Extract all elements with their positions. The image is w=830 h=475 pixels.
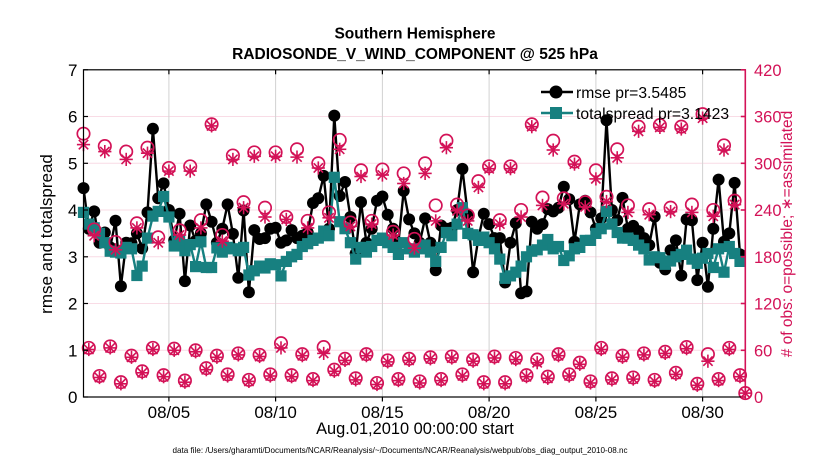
svg-text:rmse pr=3.5485: rmse pr=3.5485 bbox=[576, 85, 687, 102]
svg-text:08/15: 08/15 bbox=[361, 403, 404, 422]
svg-text:08/25: 08/25 bbox=[575, 403, 618, 422]
svg-text:totalspread pr=3.1423: totalspread pr=3.1423 bbox=[576, 106, 729, 123]
svg-text:4: 4 bbox=[68, 201, 77, 220]
svg-text:0: 0 bbox=[68, 388, 77, 407]
svg-text:rmse and totalspread: rmse and totalspread bbox=[37, 154, 56, 314]
svg-text:08/20: 08/20 bbox=[468, 403, 511, 422]
svg-text:360: 360 bbox=[754, 109, 782, 127]
svg-text:6: 6 bbox=[68, 108, 77, 127]
svg-text:300: 300 bbox=[754, 155, 782, 173]
svg-text:Southern Hemisphere: Southern Hemisphere bbox=[334, 26, 495, 43]
svg-text:420: 420 bbox=[754, 62, 782, 80]
svg-text:7: 7 bbox=[68, 61, 77, 80]
svg-text:RADIOSONDE_V_WIND_COMPONENT @: RADIOSONDE_V_WIND_COMPONENT @ 525 hPa bbox=[232, 46, 598, 63]
svg-text:2: 2 bbox=[68, 295, 77, 314]
svg-text:data file: /Users/gharamti/Doc: data file: /Users/gharamti/Documents/NCA… bbox=[172, 446, 627, 455]
svg-text:08/05: 08/05 bbox=[148, 403, 191, 422]
svg-text:240: 240 bbox=[754, 202, 782, 220]
svg-text:3: 3 bbox=[68, 248, 77, 267]
svg-text:Aug.01,2010 00:00:00 start: Aug.01,2010 00:00:00 start bbox=[316, 420, 514, 438]
svg-text:60: 60 bbox=[754, 342, 772, 360]
svg-text:08/10: 08/10 bbox=[254, 403, 297, 422]
svg-text:5: 5 bbox=[68, 154, 77, 173]
svg-text:180: 180 bbox=[754, 249, 782, 267]
svg-text:1: 1 bbox=[68, 341, 77, 360]
svg-text:120: 120 bbox=[754, 296, 782, 314]
svg-text:08/30: 08/30 bbox=[681, 403, 724, 422]
svg-text:0: 0 bbox=[754, 389, 763, 407]
svg-text:# of obs: o=possible; ∗=assimi: # of obs: o=possible; ∗=assimilated bbox=[779, 111, 796, 358]
